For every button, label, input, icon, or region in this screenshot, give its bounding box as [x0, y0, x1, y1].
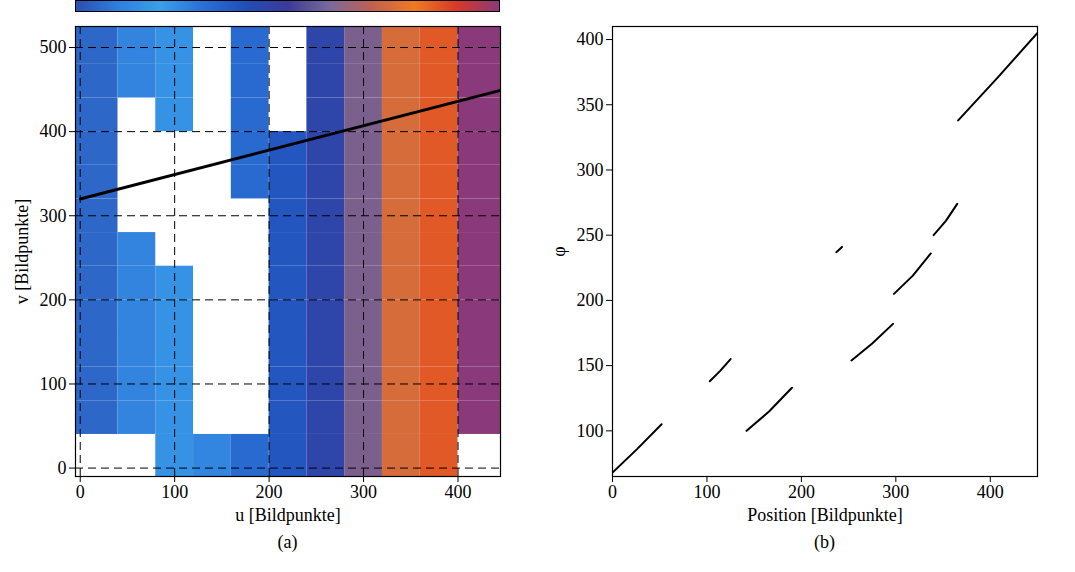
svg-text:φ: φ	[549, 246, 569, 256]
svg-text:100: 100	[577, 421, 604, 441]
svg-text:300: 300	[882, 482, 909, 502]
svg-text:400: 400	[577, 29, 604, 49]
svg-text:Position [Bildpunkte]: Position [Bildpunkte]	[747, 505, 903, 525]
html-text:(b): (b)	[814, 532, 835, 552]
svg-text:u [Bildpunkte]: u [Bildpunkte]	[235, 505, 341, 525]
svg-text:400: 400	[977, 482, 1004, 502]
svg-text:300: 300	[40, 206, 67, 226]
svg-text:400: 400	[40, 121, 67, 141]
svg-text:v [Bildpunkte]: v [Bildpunkte]	[12, 199, 32, 305]
svg-text:200: 200	[256, 482, 283, 502]
svg-text:100: 100	[40, 374, 67, 394]
svg-text:300: 300	[350, 482, 377, 502]
html-text:(a): (a)	[277, 532, 298, 552]
svg-text:150: 150	[577, 355, 604, 375]
svg-text:200: 200	[40, 290, 67, 310]
svg-text:500: 500	[40, 37, 67, 57]
svg-text:100: 100	[161, 482, 188, 502]
svg-text:350: 350	[577, 95, 604, 115]
svg-text:0: 0	[58, 458, 67, 478]
svg-text:0: 0	[608, 482, 617, 502]
svg-text:100: 100	[693, 482, 720, 502]
svg-text:400: 400	[445, 482, 472, 502]
svg-text:0: 0	[76, 482, 85, 502]
svg-text:250: 250	[577, 225, 604, 245]
svg-text:200: 200	[577, 290, 604, 310]
svg-text:300: 300	[577, 160, 604, 180]
svg-text:200: 200	[788, 482, 815, 502]
